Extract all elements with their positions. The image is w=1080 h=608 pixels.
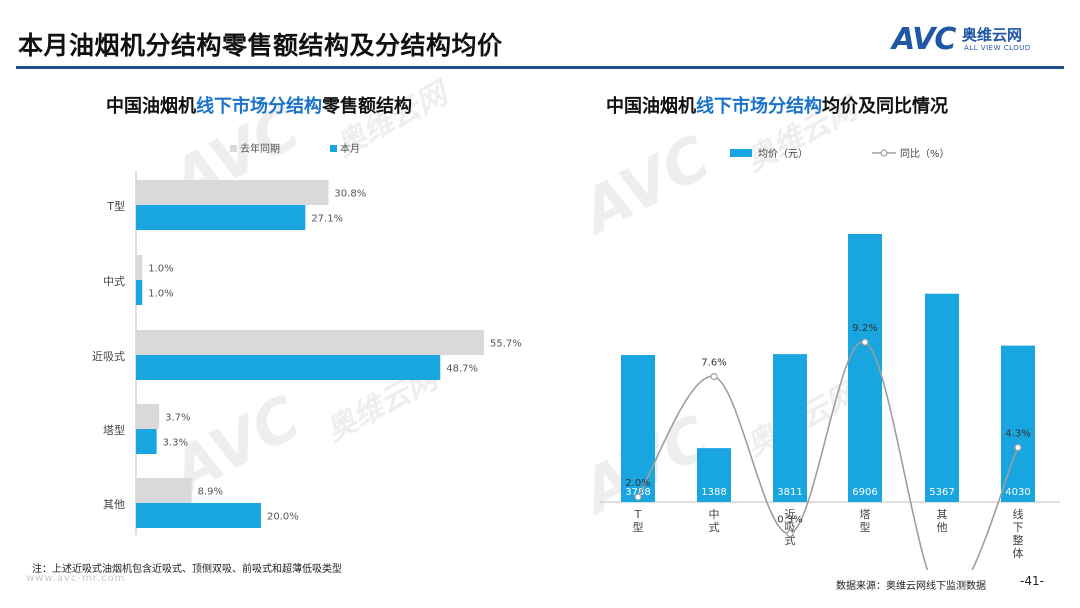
data-label: 55.7%	[490, 339, 522, 350]
logo-en: ALL VIEW CLOUD	[964, 44, 1031, 52]
left-title-highlight: 线下市场分结构	[196, 96, 322, 117]
legend-label-price: 均价（元）	[758, 148, 808, 160]
category-label: 塔型	[103, 423, 125, 437]
category-label: 近吸式	[785, 508, 796, 547]
bar-last-year	[136, 478, 192, 503]
page-title: 本月油烟机分结构零售额结构及分结构均价	[18, 31, 503, 60]
category-label: 中式	[103, 275, 125, 288]
left-chart-title: 中国油烟机线下市场分结构零售额结构	[106, 92, 412, 118]
right-title-part1: 中国油烟机	[606, 96, 696, 117]
footnote: 注：上述近吸式油烟机包含近吸式、顶侧双吸、前吸式和超薄低吸类型	[32, 564, 342, 575]
yoy-point	[786, 529, 794, 538]
category-label: 线下整体	[1013, 507, 1024, 560]
legend-label-yoy: 同比（%）	[900, 148, 950, 160]
right-chart-title: 中国油烟机线下市场分结构均价及同比情况	[606, 92, 948, 118]
logo-brand: AVC	[892, 22, 956, 57]
category-label: 近吸式	[92, 350, 125, 363]
bar-avg-price	[697, 448, 731, 502]
right-combo-chart: 均价（元） 同比（%） 3788 1388 3811 6906 5367 4030 T 型 中式 近吸…	[600, 148, 1060, 570]
data-label: 27.1%	[311, 214, 343, 225]
website-url: www.avc-mr.com	[26, 573, 126, 584]
data-label: 1.0%	[148, 289, 173, 300]
bar-value-label: 3788	[625, 487, 650, 498]
yoy-label: 7.6%	[701, 358, 726, 369]
bar-last-year	[136, 255, 143, 280]
left-title-part2: 零售额结构	[322, 96, 412, 117]
header-rule	[16, 66, 1064, 69]
bar-value-label: 6906	[852, 487, 877, 498]
avc-logo: AVC 奥维云网 ALL VIEW CLOUD	[892, 22, 1072, 62]
bar-last-year	[136, 404, 160, 429]
right-title-highlight: 线下市场分结构	[696, 96, 822, 117]
bar-this-month	[136, 355, 441, 380]
bar-avg-price	[925, 293, 959, 502]
category-label: 其他	[937, 508, 948, 534]
bar-avg-price	[621, 354, 655, 502]
bar-last-year	[136, 330, 484, 355]
bar-this-month	[136, 429, 157, 454]
data-label: 3.3%	[163, 438, 188, 449]
yoy-label: 0.3%	[777, 515, 802, 526]
yoy-label: 4.3%	[1005, 429, 1030, 440]
legend-swatch-0	[230, 145, 237, 152]
category-label: T型	[106, 199, 125, 213]
bar-this-month	[136, 205, 306, 230]
yoy-point	[861, 338, 869, 346]
yoy-point	[1014, 443, 1022, 452]
data-source: 数据来源：奥维云网线下监测数据	[836, 581, 986, 592]
yoy-line	[637, 341, 1019, 570]
bar-last-year	[136, 180, 329, 205]
left-bar-chart: 去年同期 本月 T型 30.8% 27.1% 中式 1.0% 1.0% 近吸式 55.7% 48.7…	[92, 142, 522, 535]
category-label: 塔型	[860, 508, 871, 534]
left-title-part1: 中国油烟机	[106, 96, 196, 117]
bar-value-label: 5367	[929, 487, 954, 498]
category-label: 中式	[709, 508, 720, 534]
right-title-part2: 均价及同比情况	[822, 96, 948, 117]
data-label: 3.7%	[165, 413, 190, 424]
bar-value-label: 3811	[777, 487, 802, 498]
data-label: 1.0%	[148, 264, 173, 275]
yoy-point	[710, 373, 718, 381]
page-number: -41-	[1020, 574, 1044, 588]
legend-swatch-price	[730, 149, 752, 157]
legend-label-1: 本月	[340, 142, 360, 155]
data-label: 48.7%	[446, 364, 478, 375]
yoy-point	[634, 493, 642, 501]
legend-marker-yoy	[880, 149, 888, 157]
data-label: 20.0%	[267, 512, 299, 523]
bar-this-month	[136, 503, 261, 528]
category-label: 其他	[103, 498, 125, 511]
data-label: 30.8%	[334, 189, 366, 200]
bar-this-month	[136, 280, 143, 305]
bar-avg-price	[773, 354, 807, 502]
bar-value-label: 1388	[701, 487, 726, 498]
yoy-label: 9.2%	[852, 323, 877, 334]
bar-value-label: 4030	[1005, 487, 1030, 498]
logo-cn: 奥维云网	[962, 26, 1023, 44]
data-label: 8.9%	[198, 487, 223, 498]
legend-label-0: 去年同期	[240, 142, 280, 155]
bar-avg-price	[848, 234, 882, 502]
legend-swatch-1	[330, 145, 337, 152]
yoy-label: 2.0%	[625, 478, 650, 489]
